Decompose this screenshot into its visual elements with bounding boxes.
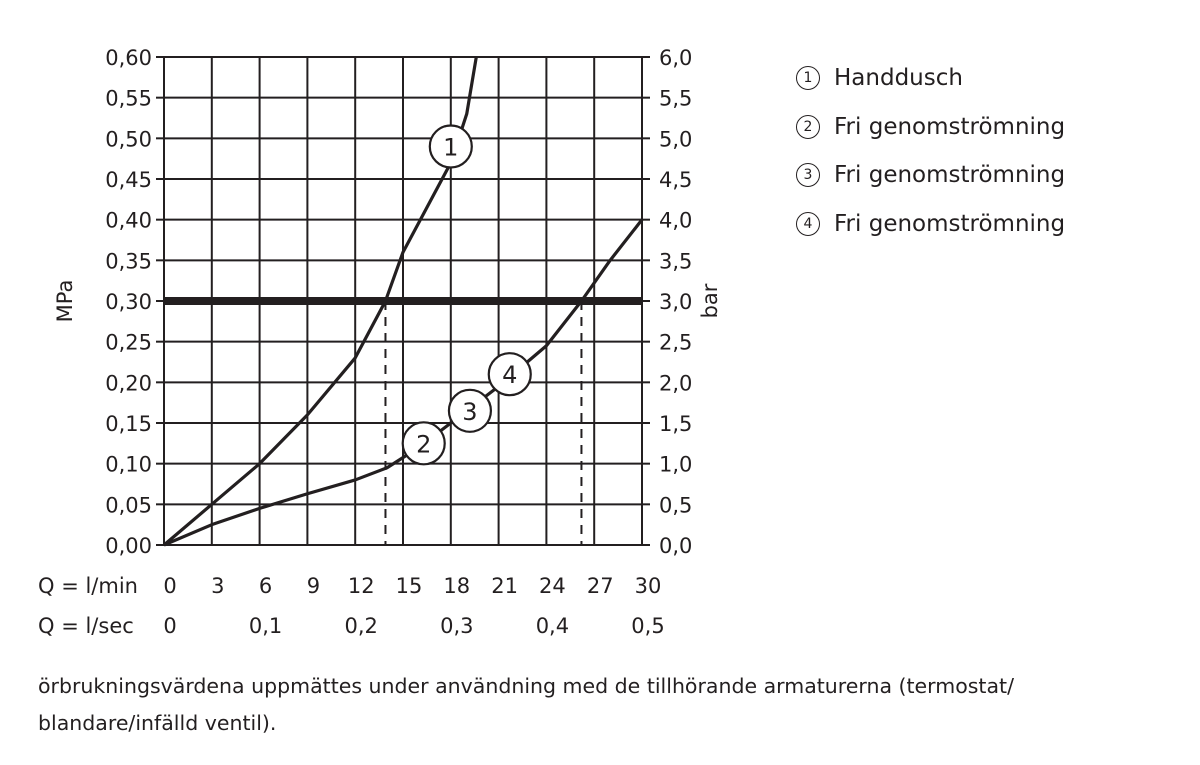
y-tick-label-left: 0,35 [105,249,152,273]
x-axis-label-row-2: Q = l/sec [38,614,134,638]
x-tick-label: 9 [307,574,320,598]
y-tick-label-left: 0,10 [105,453,152,477]
x-tick-label: 30 [635,574,662,598]
y-tick-label-left: 0,15 [105,412,152,436]
legend-item-4: 4 Fri genomströmning [796,200,1065,249]
y-tick-label-right: 3,0 [659,290,692,314]
x-tick-label: 15 [396,574,423,598]
y-tick-label-right: 1,0 [659,453,692,477]
x-tick-label: 0 [163,614,176,638]
curve-marker-label-3: 3 [462,398,477,426]
curve-marker-4 [487,352,532,397]
legend-item-3: 3 Fri genomströmning [796,151,1065,200]
y-tick-label-left: 0,55 [105,87,152,111]
curve-marker-3 [447,388,493,433]
legend-marker-3: 3 [796,163,820,188]
legend-label-2: Fri genomströmning [834,113,1066,140]
y-tick-label-left: 0,20 [105,371,152,395]
x-tick-label: 27 [587,574,614,598]
y-tick-label-right: 0,5 [659,493,692,517]
x-tick-label: 12 [348,574,375,598]
x-tick-label: 21 [491,574,518,598]
y-tick-label-right: 3,5 [659,249,692,273]
y-tick-label-left: 0,60 [105,46,152,70]
y-tick-label-left: 0,40 [105,209,152,233]
legend-label-4: Fri genomströmning [834,210,1066,237]
chart-legend: 1 Handdusch 2 Fri genomströmning 3 Fri g… [796,54,1065,248]
legend-marker-4: 4 [796,211,820,236]
y-tick-label-right: 4,5 [659,168,692,192]
y-axis-label-right: bar [698,283,722,318]
x-tick-label: 0 [163,574,176,598]
x-axis-label-row-1: Q = l/min [38,574,138,598]
x-tick-label: 6 [259,574,272,598]
legend-marker-2: 2 [796,114,820,139]
curve-marker-label-1: 1 [443,133,458,161]
y-tick-label-right: 2,5 [659,331,692,355]
x-tick-label: 0,1 [249,614,282,638]
x-tick-label: 3 [211,574,224,598]
x-tick-label: 18 [443,574,470,598]
curve-marker-label-2: 2 [416,430,431,458]
curve-marker-1 [428,124,473,169]
y-axis-label-left: MPa [53,280,77,323]
legend-label-1: Handdusch [834,65,963,92]
legend-item-1: 1 Handdusch [796,54,1065,103]
y-tick-label-left: 0,00 [105,534,152,558]
y-tick-label-right: 6,0 [659,46,692,70]
y-tick-label-left: 0,05 [105,493,152,517]
x-tick-label: 0,3 [440,614,473,638]
y-tick-label-right: 1,5 [659,412,692,436]
legend-label-3: Fri genomströmning [834,162,1066,189]
footnote: örbrukningsvärdena uppmättes under använ… [38,674,1014,735]
y-tick-label-right: 0,0 [659,534,692,558]
y-tick-label-right: 4,0 [659,209,692,233]
curve-marker-2 [401,421,446,466]
curve-marker-label-4: 4 [502,361,517,389]
x-tick-label: 0,5 [631,614,664,638]
x-tick-label: 0,4 [536,614,569,638]
x-tick-label: 24 [539,574,566,598]
y-tick-label-right: 2,0 [659,371,692,395]
y-tick-label-left: 0,50 [105,127,152,151]
y-tick-label-left: 0,25 [105,331,152,355]
y-tick-label-right: 5,0 [659,127,692,151]
legend-item-2: 2 Fri genomströmning [796,103,1065,152]
y-tick-label-left: 0,30 [105,290,152,314]
legend-marker-1: 1 [796,66,820,91]
y-tick-label-left: 0,45 [105,168,152,192]
x-tick-label: 0,2 [344,614,377,638]
y-tick-label-right: 5,5 [659,87,692,111]
